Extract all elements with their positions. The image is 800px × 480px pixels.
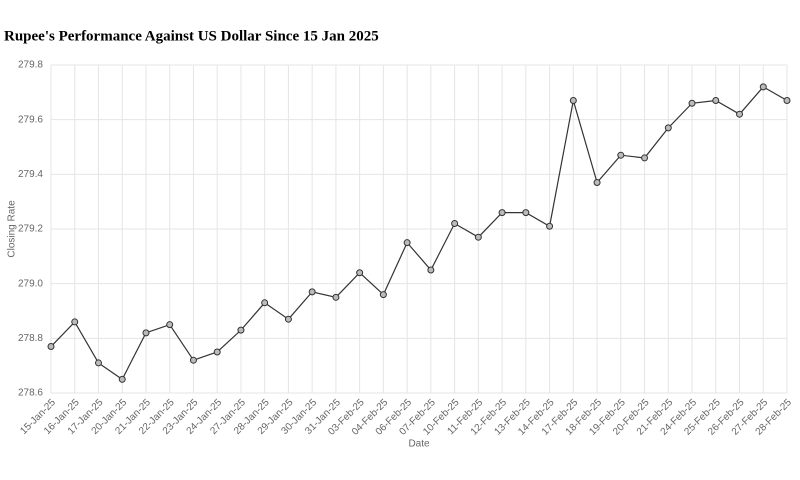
data-point [712, 97, 720, 105]
data-point [213, 348, 221, 356]
data-point [522, 209, 530, 217]
chart-title: Rupee's Performance Against US Dollar Si… [4, 28, 379, 44]
data-point [736, 110, 744, 118]
y-tick-label: 279.6 [18, 114, 43, 125]
data-point [498, 209, 506, 217]
data-point [261, 299, 269, 307]
data-point [783, 97, 791, 105]
data-line [50, 86, 788, 381]
y-tick-label: 279.8 [18, 60, 43, 71]
data-point [284, 315, 292, 323]
data-point [356, 269, 364, 277]
y-tick-label: 279.4 [18, 169, 43, 180]
data-point [237, 326, 245, 334]
data-point [641, 154, 649, 162]
data-point [403, 239, 411, 247]
data-point [308, 288, 316, 296]
data-point [664, 124, 672, 132]
data-point [569, 97, 577, 105]
data-point [71, 318, 79, 326]
data-point [118, 375, 126, 383]
data-point [617, 151, 625, 159]
data-point [593, 179, 601, 187]
data-point [451, 220, 459, 228]
data-point [759, 83, 767, 91]
data-point [379, 291, 387, 299]
y-tick-label: 279.2 [18, 224, 43, 235]
x-axis-label: Date [408, 439, 430, 450]
data-point [189, 356, 197, 364]
data-point [94, 359, 102, 367]
y-tick-label: 278.6 [18, 388, 43, 399]
data-point [474, 233, 482, 241]
y-axis-label: Closing Rate [7, 200, 18, 258]
data-point [688, 99, 696, 107]
data-point [427, 266, 435, 274]
y-tick-label: 278.8 [18, 333, 43, 344]
data-point [332, 293, 340, 301]
data-point [47, 343, 55, 351]
data-point [142, 329, 150, 337]
data-point [166, 321, 174, 329]
y-tick-label: 279.0 [18, 278, 43, 289]
data-point [546, 222, 554, 230]
